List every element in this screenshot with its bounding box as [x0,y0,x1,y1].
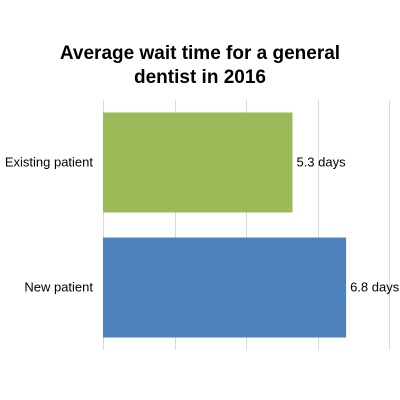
bar [103,237,347,338]
data-label: 6.8 days [350,280,400,295]
chart-title: Average wait time for a general dentist … [59,43,341,88]
bar [103,112,293,213]
category-label: New patient [24,280,93,295]
data-label: 5.3 days [296,155,346,170]
category-label: Existing patient [5,155,94,170]
